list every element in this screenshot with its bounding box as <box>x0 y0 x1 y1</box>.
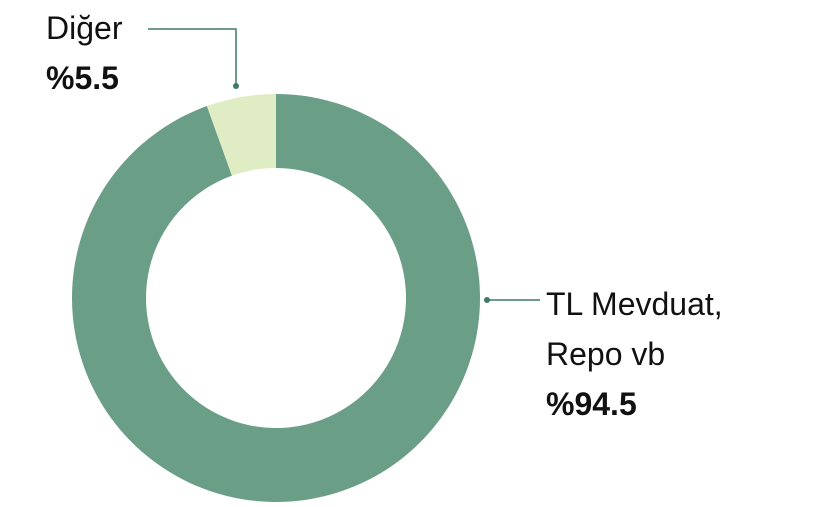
value-label: %94.5 <box>546 386 637 422</box>
value-label: %5.5 <box>46 60 119 96</box>
leader-line <box>148 28 237 86</box>
label: TL Mevduat, Repo vb %94.5 <box>546 279 786 429</box>
slice <box>206 94 276 176</box>
leader-dot <box>484 297 490 303</box>
slices <box>72 94 481 503</box>
label: Diğer %5.5 <box>46 3 246 103</box>
category-label: TL Mevduat, Repo vb <box>546 286 723 372</box>
leader-dot <box>233 83 239 89</box>
slice <box>72 94 481 503</box>
category-label: Diğer <box>46 10 123 46</box>
